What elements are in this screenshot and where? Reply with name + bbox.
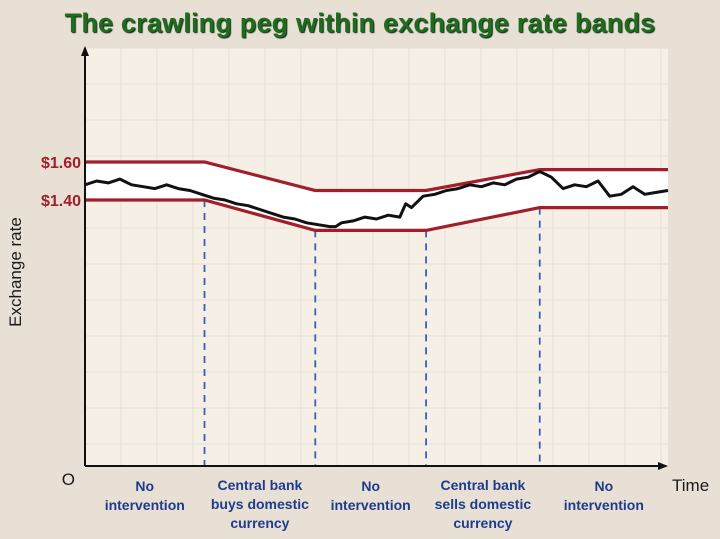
labels: $1.60 $1.40 Exchange rate Time O No interventi… (6, 155, 709, 531)
x-axis-label: Time (672, 476, 709, 495)
x-axis-arrow (658, 462, 668, 470)
plot-background (85, 48, 668, 466)
region-label: currency (230, 515, 289, 531)
grid (84, 47, 668, 466)
region-label: intervention (105, 497, 185, 513)
region-label: intervention (331, 497, 411, 513)
region-label: Central bank (217, 477, 302, 493)
y-tick-label: $1.60 (41, 155, 81, 172)
axes (81, 46, 668, 470)
region-label: No (595, 478, 614, 494)
intervention-dividers (203, 200, 541, 466)
chart-title: The crawling peg within exchange rate ba… (64, 8, 656, 38)
y-axis-label: Exchange rate (6, 217, 25, 327)
exchange-rate-line (84, 170, 669, 229)
region-label: sells domestic (435, 496, 532, 512)
y-axis-arrow (81, 46, 89, 56)
upper-band-line (85, 160, 668, 193)
y-tick-label: $1.40 (41, 193, 81, 210)
origin-label: O (62, 470, 75, 489)
exchange-rate-line-group (84, 170, 669, 229)
region-label: currency (453, 515, 512, 531)
region-label: No (361, 478, 380, 494)
region-label: buys domestic (211, 496, 309, 512)
region-label: Central bank (440, 477, 525, 493)
region-label: No (135, 478, 154, 494)
band-lines (85, 160, 668, 232)
region-label: intervention (564, 497, 644, 513)
lower-band-line (85, 198, 668, 232)
